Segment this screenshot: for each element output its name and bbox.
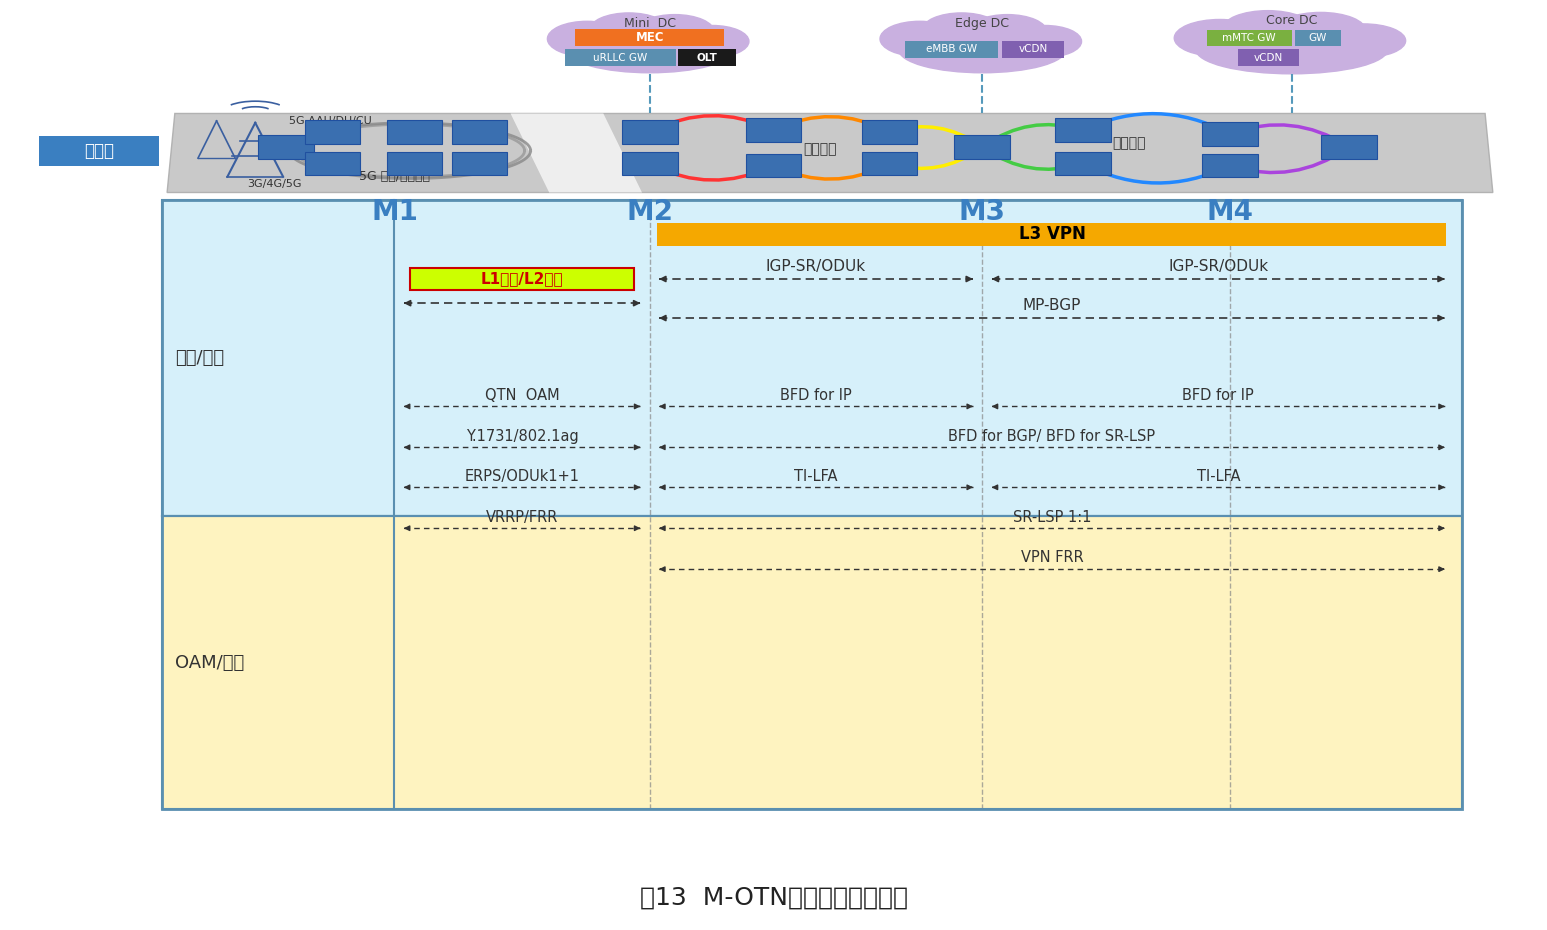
- Bar: [1055, 152, 1111, 176]
- Text: SR-LSP 1:1: SR-LSP 1:1: [1013, 510, 1091, 525]
- Text: VPN FRR: VPN FRR: [1021, 551, 1083, 565]
- Bar: [1202, 153, 1258, 178]
- Ellipse shape: [676, 25, 749, 58]
- Bar: [305, 120, 360, 144]
- Bar: [1055, 118, 1111, 142]
- Text: 3G/4G/5G: 3G/4G/5G: [248, 179, 302, 189]
- Ellipse shape: [566, 27, 733, 73]
- Ellipse shape: [880, 21, 959, 57]
- Text: Core DC: Core DC: [1265, 14, 1318, 27]
- Text: Y.1731/802.1ag: Y.1731/802.1ag: [466, 429, 579, 444]
- Bar: [862, 152, 917, 176]
- Text: 5G AAU/DU/CU: 5G AAU/DU/CU: [289, 116, 371, 126]
- Text: M3: M3: [959, 198, 1006, 226]
- Text: L1穿通/L2环网: L1穿通/L2环网: [481, 272, 563, 286]
- Ellipse shape: [968, 15, 1047, 50]
- Bar: [1202, 122, 1258, 146]
- Text: 协议/业务: 协议/业务: [175, 349, 224, 367]
- Bar: [657, 223, 1446, 246]
- Bar: [305, 152, 360, 176]
- Text: uRLLC GW: uRLLC GW: [593, 53, 648, 62]
- Bar: [565, 49, 676, 66]
- Ellipse shape: [1174, 20, 1265, 57]
- Bar: [452, 152, 507, 176]
- Text: M2: M2: [627, 198, 673, 226]
- Bar: [1207, 30, 1292, 46]
- Text: GW: GW: [1309, 33, 1327, 43]
- Bar: [746, 153, 801, 178]
- Bar: [678, 49, 736, 66]
- Text: BFD for IP: BFD for IP: [1182, 388, 1255, 403]
- Text: MP-BGP: MP-BGP: [1023, 299, 1081, 313]
- Text: TI-LFA: TI-LFA: [1196, 469, 1241, 484]
- Ellipse shape: [914, 25, 1029, 67]
- Ellipse shape: [1196, 25, 1388, 73]
- Bar: [162, 200, 1462, 809]
- Text: mMTC GW: mMTC GW: [1222, 33, 1276, 43]
- Bar: [1295, 30, 1341, 46]
- Ellipse shape: [922, 13, 1001, 48]
- Ellipse shape: [548, 21, 627, 57]
- Ellipse shape: [1214, 23, 1346, 67]
- Bar: [622, 120, 678, 144]
- Text: Mini  DC: Mini DC: [623, 17, 676, 30]
- Text: 转发层: 转发层: [84, 141, 114, 160]
- Text: IGP-SR/ODUk: IGP-SR/ODUk: [1168, 259, 1269, 274]
- Ellipse shape: [1275, 12, 1366, 49]
- Text: MEC: MEC: [636, 32, 664, 44]
- Text: eMBB GW: eMBB GW: [925, 45, 978, 54]
- Text: 图13  M-OTN网络协议分层架构: 图13 M-OTN网络协议分层架构: [639, 885, 908, 910]
- Text: OAM/保护: OAM/保护: [175, 654, 244, 671]
- Bar: [954, 135, 1010, 159]
- Bar: [905, 41, 998, 58]
- Bar: [410, 268, 634, 290]
- Bar: [387, 152, 442, 176]
- Ellipse shape: [1009, 25, 1081, 58]
- Text: M1: M1: [371, 198, 418, 226]
- Ellipse shape: [1222, 10, 1313, 47]
- Ellipse shape: [899, 27, 1066, 73]
- Text: VRRP/FRR: VRRP/FRR: [486, 510, 558, 525]
- Text: BFD for BGP/ BFD for SR-LSP: BFD for BGP/ BFD for SR-LSP: [948, 429, 1156, 444]
- Text: OLT: OLT: [696, 53, 718, 62]
- Text: 城域汇聚: 城域汇聚: [803, 141, 837, 156]
- Bar: [575, 29, 724, 46]
- Bar: [862, 120, 917, 144]
- Polygon shape: [511, 113, 642, 193]
- Text: IGP-SR/ODUk: IGP-SR/ODUk: [766, 259, 866, 274]
- Ellipse shape: [1321, 24, 1406, 58]
- Text: TI-LFA: TI-LFA: [794, 469, 838, 484]
- Text: BFD for IP: BFD for IP: [780, 388, 852, 403]
- Polygon shape: [167, 113, 1493, 193]
- Bar: [1002, 41, 1064, 58]
- Bar: [39, 136, 159, 166]
- Bar: [162, 200, 1462, 516]
- Bar: [746, 118, 801, 142]
- Text: 5G 前传/回传接入: 5G 前传/回传接入: [359, 170, 430, 183]
- Bar: [258, 135, 314, 159]
- Bar: [1238, 49, 1299, 66]
- Ellipse shape: [636, 15, 715, 50]
- Text: L3 VPN: L3 VPN: [1018, 225, 1086, 244]
- Bar: [1321, 135, 1377, 159]
- Bar: [162, 516, 1462, 809]
- Text: Edge DC: Edge DC: [956, 17, 1009, 30]
- Bar: [622, 152, 678, 176]
- Ellipse shape: [582, 25, 696, 67]
- Bar: [387, 120, 442, 144]
- Text: ERPS/ODUk1+1: ERPS/ODUk1+1: [464, 469, 580, 484]
- Text: 城域核心: 城域核心: [1112, 136, 1146, 151]
- Bar: [452, 120, 507, 144]
- Text: vCDN: vCDN: [1255, 53, 1282, 62]
- Text: QTN  OAM: QTN OAM: [484, 388, 560, 403]
- Ellipse shape: [589, 13, 668, 48]
- Text: M4: M4: [1207, 198, 1253, 226]
- Text: vCDN: vCDN: [1019, 45, 1047, 54]
